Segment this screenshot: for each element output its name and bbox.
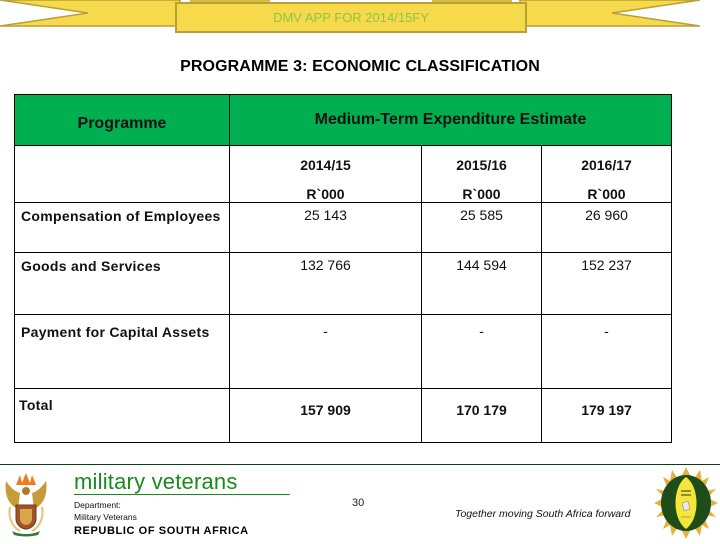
row-label: Total <box>14 388 230 443</box>
tagline: Together moving South Africa forward <box>455 508 631 520</box>
dept-line-2: Military Veterans <box>74 512 137 522</box>
years-row: 2014/15 R`000 2015/16 R`000 2016/17 R`00… <box>14 145 672 203</box>
total-row: Total 157 909 170 179 179 197 <box>14 388 672 443</box>
table-header-row: Programme Medium-Term Expenditure Estima… <box>14 94 672 146</box>
title-banner: DMV APP FOR 2014/15FY <box>0 0 720 40</box>
year-cell: 2015/16 R`000 <box>421 145 542 203</box>
year-label: 2014/15 <box>300 157 351 173</box>
year-cell: 2016/17 R`000 <box>541 145 672 203</box>
ribbon-banner-graphic <box>0 0 701 33</box>
value-cell: - <box>541 314 672 389</box>
year-label: 2016/17 <box>581 157 632 173</box>
dept-line-1: Department: <box>74 500 121 510</box>
value-cell: - <box>229 314 422 389</box>
department-branding: military veterans Department: Military V… <box>74 470 294 537</box>
value-cell: 26 960 <box>541 202 672 253</box>
year-label: 2015/16 <box>456 157 507 173</box>
total-value-cell: 179 197 <box>541 388 672 443</box>
table-row: Payment for Capital Assets - - - <box>14 314 672 389</box>
footer-divider <box>0 464 720 465</box>
page-number: 30 <box>352 497 365 509</box>
empty-cell <box>14 145 230 203</box>
economic-classification-table: Programme Medium-Term Expenditure Estima… <box>14 94 672 443</box>
value-cell: 25 585 <box>421 202 542 253</box>
country-name: REPUBLIC OF SOUTH AFRICA <box>74 525 249 537</box>
banner-title: DMV APP FOR 2014/15FY <box>273 10 429 25</box>
header-estimate-label: Medium-Term Expenditure Estimate <box>314 111 587 128</box>
header-programme-label: Programme <box>77 115 167 132</box>
row-label: Compensation of Employees <box>14 202 230 253</box>
row-label: Payment for Capital Assets <box>14 314 230 389</box>
value-cell: 144 594 <box>421 252 542 315</box>
table-row: Compensation of Employees 25 143 25 585 … <box>14 202 672 253</box>
value-cell: 132 766 <box>229 252 422 315</box>
brand-name: military veterans <box>74 470 290 495</box>
department-label: Department: Military Veterans <box>74 499 294 523</box>
header-estimate: Medium-Term Expenditure Estimate <box>229 94 672 146</box>
table-row: Goods and Services 132 766 144 594 152 2… <box>14 252 672 315</box>
unit-label: R`000 <box>462 186 501 202</box>
header-programme: Programme <box>14 94 230 146</box>
year-cell: 2014/15 R`000 <box>229 145 422 203</box>
row-label: Goods and Services <box>14 252 230 315</box>
value-cell: 25 143 <box>229 202 422 253</box>
total-value-cell: 157 909 <box>229 388 422 443</box>
value-cell: 152 237 <box>541 252 672 315</box>
value-cell: - <box>421 314 542 389</box>
total-value-cell: 170 179 <box>421 388 542 443</box>
unit-label: R`000 <box>306 186 345 202</box>
unit-label: R`000 <box>587 186 626 202</box>
south-africa-coat-of-arms-icon <box>2 471 50 537</box>
slide-title: PROGRAMME 3: ECONOMIC CLASSIFICATION <box>180 58 540 75</box>
military-veterans-emblem-icon <box>654 467 718 539</box>
